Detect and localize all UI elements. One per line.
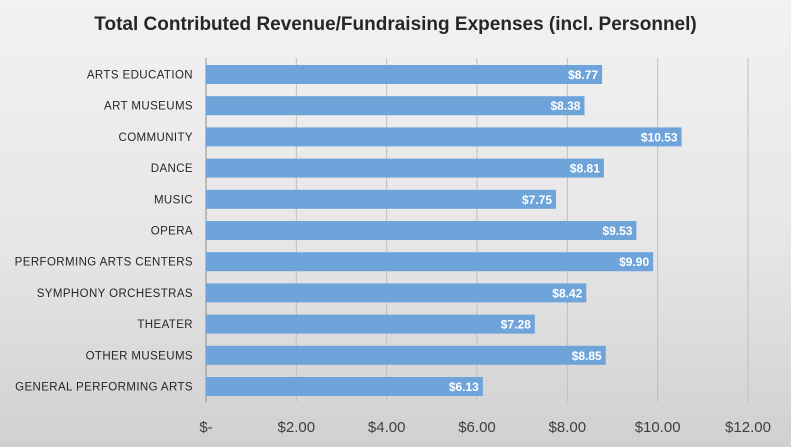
bar xyxy=(206,221,637,240)
data-label: $8.38 xyxy=(550,99,580,113)
data-label: $10.53 xyxy=(641,130,678,144)
category-label: OPERA xyxy=(151,226,193,238)
category-label: COMMUNITY xyxy=(118,132,193,144)
bar-series: $8.77 $8.38 $10.53 $8.81 $7.75 $9.53 $9.90 $8.4… xyxy=(206,65,682,396)
category-label: ARTS EDUCATION xyxy=(87,70,193,82)
data-label: $9.53 xyxy=(602,224,632,238)
category-label: DANCE xyxy=(151,163,193,175)
x-tick-label: $12.00 xyxy=(725,419,771,436)
data-label: $7.75 xyxy=(522,193,552,207)
category-label: THEATER xyxy=(137,319,193,331)
x-tick-label: $6.00 xyxy=(458,419,496,436)
data-label: $7.28 xyxy=(501,318,531,332)
bar xyxy=(206,345,606,365)
category-label: SYMPHONY ORCHESTRAS xyxy=(37,288,193,300)
category-label: ART MUSEUMS xyxy=(104,101,193,113)
data-label: $6.13 xyxy=(449,380,479,394)
data-label: $8.77 xyxy=(568,68,598,82)
category-label: GENERAL PERFORMING ARTS xyxy=(15,382,193,394)
bar xyxy=(206,127,682,147)
category-label: OTHER MUSEUMS xyxy=(86,350,193,362)
data-label: $8.42 xyxy=(552,286,582,300)
x-tick-label: $10.00 xyxy=(635,419,681,436)
x-tick-label: $2.00 xyxy=(278,419,316,436)
x-tick-label: $- xyxy=(199,419,212,436)
bar xyxy=(206,283,587,303)
bar xyxy=(206,96,585,116)
data-label: $8.85 xyxy=(572,349,602,363)
chart-title: Total Contributed Revenue/Fundraising Ex… xyxy=(94,14,697,35)
bar xyxy=(206,189,557,209)
bar xyxy=(206,158,604,178)
category-label: PERFORMING ARTS CENTERS xyxy=(15,257,193,269)
category-label: MUSIC xyxy=(154,194,193,206)
bar xyxy=(206,252,654,272)
category-labels: ARTS EDUCATION ART MUSEUMS COMMUNITY DANCE M… xyxy=(15,70,193,394)
bar xyxy=(206,377,483,396)
data-label: $9.90 xyxy=(619,255,649,269)
value-axis: $- $2.00 $4.00 $6.00 $8.00 $10.00 $12.00 xyxy=(199,58,771,436)
x-tick-label: $8.00 xyxy=(549,419,587,436)
x-tick-label: $4.00 xyxy=(368,419,406,436)
bar xyxy=(206,65,603,84)
bar xyxy=(206,314,535,334)
data-label: $8.81 xyxy=(570,162,600,176)
